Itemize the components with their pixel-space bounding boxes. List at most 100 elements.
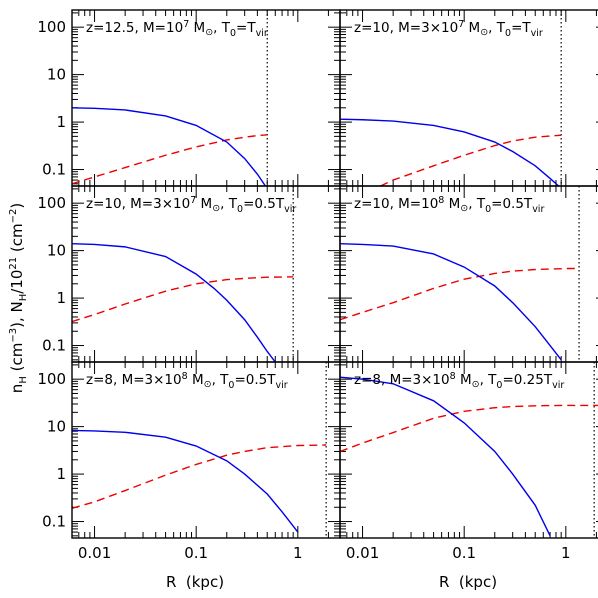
- panel-title-part: 7: [458, 19, 464, 30]
- panel-title-part: vir: [552, 380, 564, 391]
- y-axis-label-close: ): [8, 203, 26, 209]
- panel-title-part: 8: [182, 371, 188, 382]
- nH-curve: [340, 242, 562, 361]
- panel-title-part: z=12.5, M=10: [86, 20, 183, 36]
- panel-title-part: vir: [284, 204, 296, 215]
- panel-title-part: M: [456, 372, 472, 388]
- panel-title-part: , T: [220, 196, 238, 212]
- x-tick-label: 1: [561, 544, 571, 562]
- panel-title-part: 0: [230, 28, 236, 39]
- NH-curve: [380, 134, 562, 186]
- y-axis-label-div-exp: 21: [8, 257, 19, 270]
- panel-title-part: ⊙: [204, 379, 212, 390]
- panel-title-part: , T: [488, 20, 506, 36]
- panel-title-part: M: [464, 20, 480, 36]
- panel-title-part: =T: [236, 20, 256, 36]
- panel-title-part: M: [188, 372, 204, 388]
- panel-title-part: =0.5T: [243, 196, 285, 212]
- x-tick-label: 0.1: [452, 544, 476, 562]
- x-axis-label-right: R (kpc): [439, 573, 497, 591]
- y-tick-label: 100: [37, 194, 66, 212]
- y-tick-label: 10: [47, 66, 66, 84]
- panel-title-part: 7: [190, 195, 196, 206]
- panel-6-ticks: [339, 362, 598, 538]
- y-axis-label-nh-unit: (cm: [8, 343, 26, 376]
- nH-curve: [72, 107, 267, 186]
- y-tick-label: 10: [47, 242, 66, 260]
- panel-title-part: ⊙: [212, 203, 220, 214]
- panel-title-part: 8: [450, 371, 456, 382]
- panel-title-part: M: [444, 196, 460, 212]
- panel-title-part: 7: [183, 19, 189, 30]
- y-tick-label: 0.1: [42, 161, 66, 179]
- y-axis-label-NH-unit: (cm: [8, 223, 26, 256]
- panel-title-part: ⊙: [480, 27, 488, 38]
- y-tick-label: 1: [56, 465, 66, 483]
- y-tick-label: 100: [37, 18, 66, 36]
- panel-1: 0.1 1 10 100 z=12.5, M=107 M⊙, T0=Tvir: [37, 9, 341, 187]
- panel-title-part: z=10, M=3×10: [86, 196, 190, 212]
- panel-title-part: z=10, M=10: [354, 196, 438, 212]
- panel-title-part: =0.5T: [491, 196, 533, 212]
- y-tick-label: 1: [56, 289, 66, 307]
- panel-title-part: 0: [505, 28, 511, 39]
- panel-title-part: z=8, M=3×10: [86, 372, 182, 388]
- nH-curve: [340, 376, 551, 537]
- NH-curve: [72, 444, 327, 509]
- panel-frame: [339, 9, 598, 187]
- y-axis-label-sep: ), N: [8, 301, 26, 328]
- panel-title-part: 0: [485, 204, 491, 215]
- panel-title-part: =0.5T: [234, 372, 276, 388]
- panel-title-part: ⊙: [205, 27, 213, 38]
- panel-title-part: , T: [480, 372, 498, 388]
- panel-title-part: vir: [531, 28, 543, 39]
- y-tick-label: 100: [37, 370, 66, 388]
- panel-title: z=10, M=3×107 M⊙, T0=0.5Tvir: [86, 195, 296, 215]
- panel-title-part: 8: [438, 195, 444, 206]
- panel-title-part: z=8, M=3×10: [354, 372, 450, 388]
- panel-title-part: z=10, M=3×10: [354, 20, 458, 36]
- panel-1-ticks: [71, 10, 340, 186]
- panel-title-part: 0: [496, 380, 502, 391]
- y-axis-label-nh-exp: −3: [8, 328, 19, 343]
- panel-title-part: ⊙: [472, 379, 480, 390]
- panel-5: 0.1 1 10 100 0.01 0.1 1 z=8, M=3×108 M⊙, T0=0.5…: [37, 361, 341, 562]
- panel-title-part: =T: [511, 20, 531, 36]
- x-tick-label: 0.1: [184, 544, 208, 562]
- panel-title: z=10, M=3×107 M⊙, T0=Tvir: [354, 19, 543, 39]
- NH-curve: [72, 134, 268, 185]
- x-tick-label: 0.01: [346, 544, 379, 562]
- panel-title: z=10, M=108 M⊙, T0=0.5Tvir: [354, 195, 544, 215]
- panel-title-part: , T: [212, 372, 230, 388]
- panel-title-part: vir: [256, 28, 268, 39]
- y-axis-label: nH (cm−3), NH/1021 (cm−2): [8, 203, 29, 393]
- panel-title-part: vir: [532, 204, 544, 215]
- NH-curve: [340, 404, 598, 453]
- y-axis-label-NH-sub: H: [18, 294, 29, 302]
- panel-frame: [339, 185, 598, 363]
- x-tick-label: 1: [293, 544, 303, 562]
- panel-2: z=10, M=3×107 M⊙, T0=Tvir: [339, 9, 598, 187]
- NH-curve: [72, 276, 294, 323]
- panel-6: 0.01 0.1 1 z=8, M=3×108 M⊙, T0=0.25Tvir: [339, 361, 598, 562]
- nH-curve: [72, 429, 299, 533]
- y-axis-label-nh-sub: H: [18, 376, 29, 384]
- x-axis-label-left: R (kpc): [166, 573, 224, 591]
- panel-3-ticks: [71, 186, 340, 362]
- panel-title: z=12.5, M=107 M⊙, T0=Tvir: [86, 19, 268, 39]
- panel-title-part: M: [196, 196, 212, 212]
- y-tick-label: 0.1: [42, 513, 66, 531]
- panel-3: 0.1 1 10 100 z=10, M=3×107 M⊙, T0=0.5Tvir: [37, 185, 341, 363]
- panel-title-part: 0: [228, 380, 234, 391]
- nH-curve: [72, 242, 276, 362]
- y-axis-label-nh: n: [8, 384, 26, 394]
- panel-2-ticks: [339, 10, 598, 186]
- panel-title-part: M: [189, 20, 205, 36]
- panel-title-part: 0: [237, 204, 243, 215]
- panel-title-part: =0.25T: [502, 372, 552, 388]
- nH-curve: [340, 118, 560, 186]
- panel-4-ticks: [339, 186, 598, 362]
- panel-title-part: vir: [276, 380, 288, 391]
